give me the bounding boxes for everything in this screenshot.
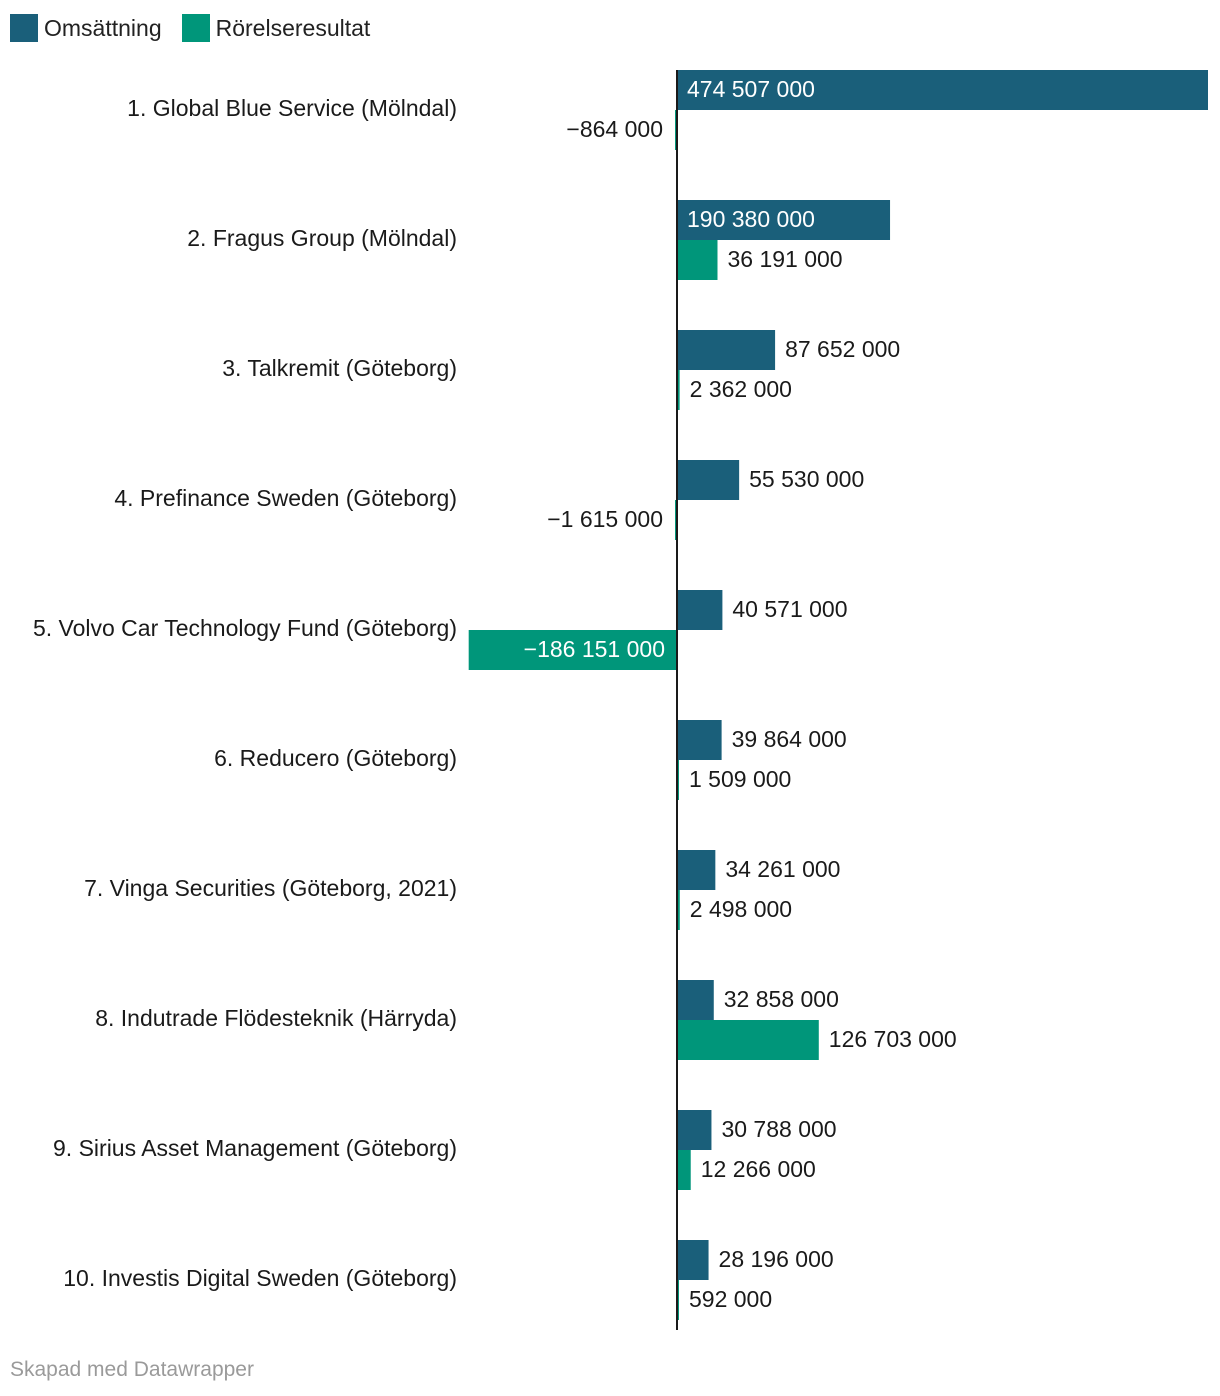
bar-omsattning-row-10[interactable] [677, 1240, 709, 1280]
value-label-rorelseresultat-row-3: 2 362 000 [690, 376, 792, 402]
bar-omsattning-row-6[interactable] [677, 720, 722, 760]
bar-rorelseresultat-row-5[interactable] [468, 630, 677, 670]
bar-omsattning-row-9[interactable] [677, 1110, 712, 1150]
bar-omsattning-row-5[interactable] [677, 590, 723, 630]
value-label-omsattning-row-5: 40 571 000 [732, 596, 847, 622]
legend-item-rorelseresultat[interactable]: Rörelseresultat [181, 14, 371, 42]
value-label-omsattning-row-7: 34 261 000 [725, 856, 840, 882]
value-label-rorelseresultat-row-2: 36 191 000 [727, 246, 842, 272]
value-label-rorelseresultat-row-5: −186 151 000 [524, 636, 665, 662]
legend-label-rorelseresultat: Rörelseresultat [215, 14, 371, 41]
bar-omsattning-row-7[interactable] [677, 850, 716, 890]
category-label-row-9: 9. Sirius Asset Management (Göteborg) [53, 1135, 457, 1161]
bar-rorelseresultat-row-7[interactable] [677, 890, 680, 930]
bar-chart: 1. Global Blue Service (Mölndal) 474 507 … [33, 70, 1208, 1330]
value-label-rorelseresultat-row-7: 2 498 000 [690, 896, 792, 922]
value-label-omsattning-row-4: 55 530 000 [749, 466, 864, 492]
category-label-row-1: 1. Global Blue Service (Mölndal) [127, 95, 457, 121]
bar-omsattning-row-3[interactable] [677, 330, 776, 370]
value-label-omsattning-row-8: 32 858 000 [724, 986, 839, 1012]
legend-label-omsattning: Omsättning [44, 14, 162, 41]
value-label-omsattning-row-9: 30 788 000 [721, 1116, 836, 1142]
category-label-row-6: 6. Reducero (Göteborg) [214, 745, 457, 771]
value-label-rorelseresultat-row-10: 592 000 [689, 1286, 772, 1312]
bar-rorelseresultat-row-9[interactable] [677, 1150, 691, 1190]
legend-item-omsattning[interactable]: Omsättning [10, 14, 162, 42]
category-label-row-10: 10. Investis Digital Sweden (Göteborg) [63, 1265, 457, 1291]
value-label-omsattning-row-2: 190 380 000 [687, 206, 815, 232]
legend-swatch-omsattning [10, 14, 38, 42]
bar-omsattning-row-4[interactable] [677, 460, 740, 500]
value-label-rorelseresultat-row-9: 12 266 000 [701, 1156, 816, 1182]
bar-rorelseresultat-row-8[interactable] [677, 1020, 819, 1060]
value-label-omsattning-row-10: 28 196 000 [719, 1246, 834, 1272]
value-label-rorelseresultat-row-6: 1 509 000 [689, 766, 791, 792]
category-label-row-2: 2. Fragus Group (Mölndal) [187, 225, 457, 251]
value-label-rorelseresultat-row-4: −1 615 000 [547, 506, 663, 532]
bar-omsattning-row-2[interactable] [677, 200, 891, 240]
datawrapper-credit[interactable]: Skapad med Datawrapper [10, 1358, 254, 1381]
category-label-row-5: 5. Volvo Car Technology Fund (Göteborg) [33, 615, 457, 641]
category-label-row-3: 3. Talkremit (Göteborg) [222, 355, 457, 381]
bar-omsattning-row-1[interactable] [677, 70, 1208, 110]
value-label-omsattning-row-6: 39 864 000 [732, 726, 847, 752]
legend-swatch-rorelseresultat [181, 14, 210, 42]
value-label-omsattning-row-1: 474 507 000 [687, 76, 815, 102]
bar-omsattning-row-8[interactable] [677, 980, 714, 1020]
bar-rorelseresultat-row-3[interactable] [677, 370, 680, 410]
value-label-omsattning-row-3: 87 652 000 [785, 336, 900, 362]
bar-rorelseresultat-row-2[interactable] [677, 240, 718, 280]
value-label-rorelseresultat-row-1: −864 000 [566, 116, 663, 142]
category-label-row-4: 4. Prefinance Sweden (Göteborg) [114, 485, 457, 511]
legend: Omsättning Rörelseresultat [10, 14, 390, 42]
category-label-row-7: 7. Vinga Securities (Göteborg, 2021) [84, 875, 457, 901]
category-label-row-8: 8. Indutrade Flödesteknik (Härryda) [95, 1005, 457, 1031]
value-label-rorelseresultat-row-8: 126 703 000 [829, 1026, 957, 1052]
